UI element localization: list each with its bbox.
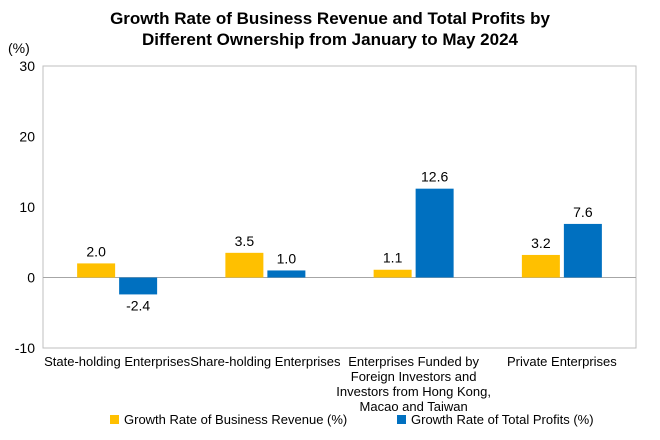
plot-area-border [42, 65, 637, 349]
data-label: 12.6 [421, 169, 448, 185]
bar-revenue [225, 252, 264, 278]
x-category-label: Investors from Hong Kong, [336, 384, 491, 399]
bar-revenue [373, 269, 412, 278]
y-axis-unit-label: (%) [8, 40, 30, 56]
data-label: 2.0 [86, 243, 106, 259]
x-category-label: Macao and Taiwan [360, 399, 468, 414]
x-category-label: Enterprises Funded by [348, 354, 479, 369]
data-label: 1.1 [383, 250, 403, 266]
bar-profits [563, 223, 602, 278]
chart-title-line-1: Growth Rate of Business Revenue and Tota… [110, 9, 550, 28]
y-tick-label: -10 [15, 340, 35, 356]
legend-item-revenue: Growth Rate of Business Revenue (%) [110, 412, 347, 427]
chart-title: Growth Rate of Business Revenue and Tota… [0, 8, 660, 50]
y-tick-label: 0 [27, 270, 35, 286]
y-tick-label: 20 [19, 129, 35, 145]
chart-title-line-2: Different Ownership from January to May … [142, 30, 518, 49]
legend-swatch-profits [397, 415, 406, 424]
legend-label-revenue: Growth Rate of Business Revenue (%) [124, 412, 348, 427]
bar-revenue [77, 263, 116, 278]
data-label: 7.6 [573, 204, 593, 220]
bar-profits [415, 188, 454, 278]
y-tick-label: 10 [19, 199, 35, 215]
legend-item-profits: Growth Rate of Total Profits (%) [397, 412, 594, 427]
data-label: 3.2 [531, 235, 551, 251]
data-label: -2.4 [126, 297, 150, 313]
bar-profits [267, 270, 306, 278]
x-category-label: Share-holding Enterprises [190, 354, 341, 369]
data-label: 1.0 [277, 250, 297, 266]
data-label: 3.5 [235, 233, 255, 249]
legend-label-profits: Growth Rate of Total Profits (%) [411, 412, 594, 427]
bar-profits [119, 277, 158, 295]
x-category-label: State-holding Enterprises [44, 354, 190, 369]
legend-swatch-revenue [110, 415, 119, 424]
x-category-label: Private Enterprises [507, 354, 617, 369]
x-category-label: Foreign Investors and [351, 369, 477, 384]
bar-revenue [521, 254, 560, 278]
y-tick-label: 30 [19, 58, 35, 74]
